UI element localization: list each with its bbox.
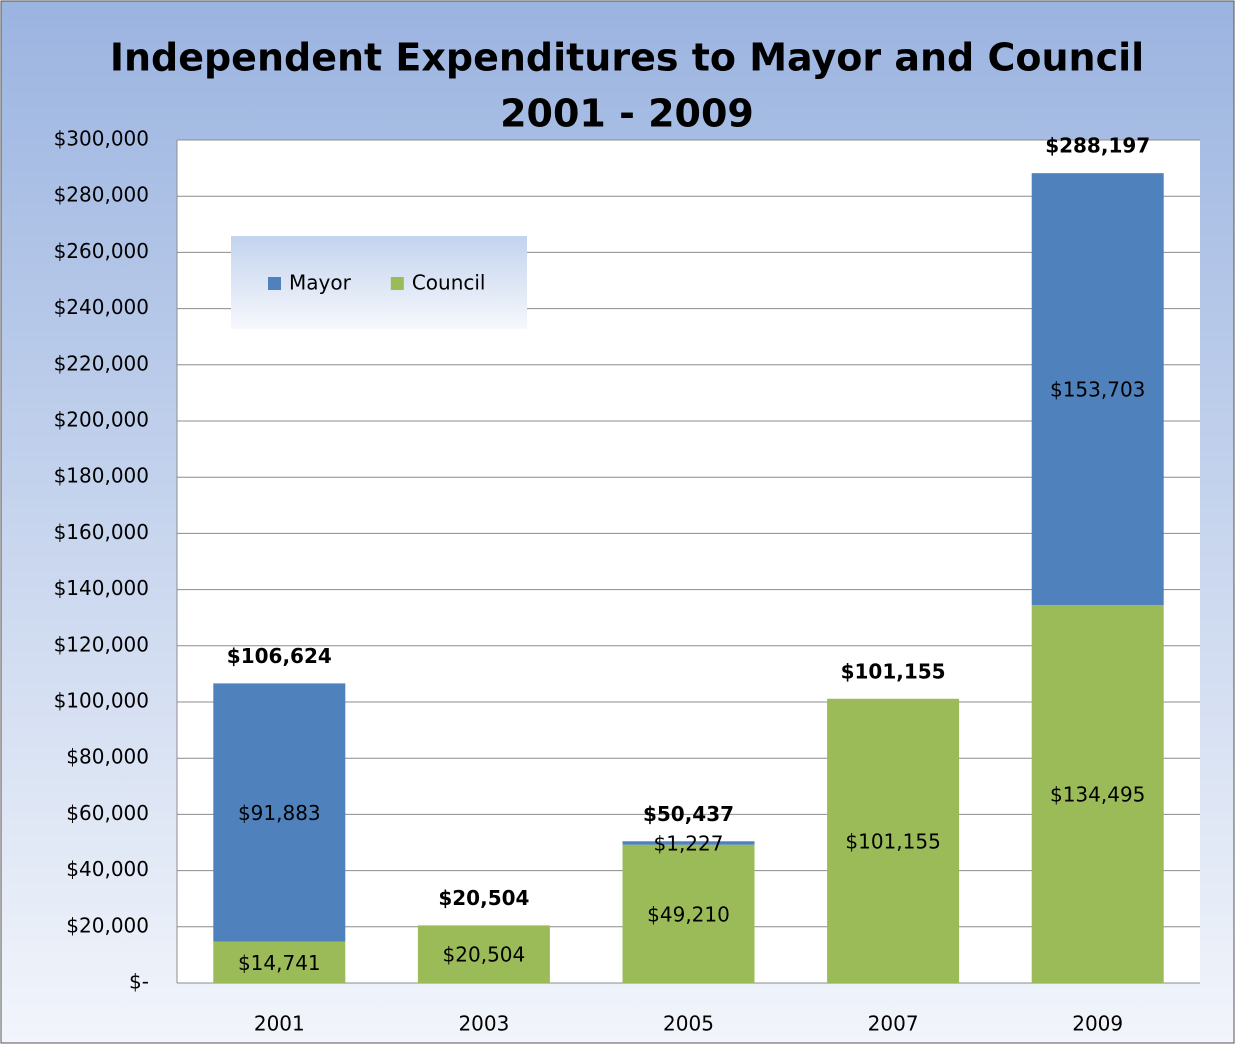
x-tick-label: 2005 bbox=[663, 1012, 714, 1036]
x-tick-label: 2007 bbox=[868, 1012, 919, 1036]
total-label: $288,197 bbox=[1045, 134, 1150, 158]
bar-segment bbox=[213, 683, 346, 942]
bar-segment bbox=[622, 841, 755, 845]
y-tick-label: $180,000 bbox=[54, 464, 149, 488]
y-tick-label: $260,000 bbox=[54, 239, 149, 263]
bar-segment bbox=[213, 941, 346, 983]
data-label: $101,155 bbox=[845, 829, 940, 853]
bar-segment bbox=[1031, 173, 1164, 606]
chart-title: 2001 - 2009 bbox=[500, 92, 754, 136]
total-label: $106,624 bbox=[227, 644, 332, 668]
bar-segment bbox=[622, 844, 755, 983]
data-label: $14,741 bbox=[238, 951, 321, 975]
bar-segment bbox=[417, 925, 550, 983]
data-label: $20,504 bbox=[443, 943, 526, 967]
y-tick-label: $160,000 bbox=[54, 520, 149, 544]
total-label: $101,155 bbox=[841, 659, 946, 683]
y-tick-label: $240,000 bbox=[54, 295, 149, 319]
x-tick-label: 2003 bbox=[458, 1012, 509, 1036]
data-label: $49,210 bbox=[647, 902, 730, 926]
y-tick-label: $100,000 bbox=[54, 689, 149, 713]
y-tick-label: $20,000 bbox=[66, 913, 149, 937]
chart-title: Independent Expenditures to Mayor and Co… bbox=[110, 36, 1144, 80]
bar-segment bbox=[827, 698, 960, 983]
y-tick-label: $40,000 bbox=[66, 857, 149, 881]
data-label: $1,227 bbox=[654, 831, 724, 855]
y-tick-label: $300,000 bbox=[54, 127, 149, 151]
legend-swatch bbox=[268, 277, 281, 290]
y-tick-label: $220,000 bbox=[54, 351, 149, 375]
y-tick-label: $120,000 bbox=[54, 632, 149, 656]
legend-label: Mayor bbox=[289, 271, 352, 295]
bar-segment bbox=[1031, 605, 1164, 983]
y-tick-label: $60,000 bbox=[66, 801, 149, 825]
y-tick-label: $80,000 bbox=[66, 745, 149, 769]
total-label: $20,504 bbox=[438, 886, 529, 910]
x-tick-label: 2001 bbox=[254, 1012, 305, 1036]
y-tick-label: $280,000 bbox=[54, 183, 149, 207]
total-label: $50,437 bbox=[643, 802, 734, 826]
y-tick-label: $- bbox=[129, 970, 149, 994]
data-label: $91,883 bbox=[238, 801, 321, 825]
x-tick-label: 2009 bbox=[1072, 1012, 1123, 1036]
legend-label: Council bbox=[412, 271, 486, 295]
data-label: $134,495 bbox=[1050, 783, 1145, 807]
legend-swatch bbox=[390, 277, 404, 290]
y-tick-label: $200,000 bbox=[54, 408, 149, 432]
data-label: $153,703 bbox=[1050, 378, 1145, 402]
y-tick-label: $140,000 bbox=[54, 576, 149, 600]
